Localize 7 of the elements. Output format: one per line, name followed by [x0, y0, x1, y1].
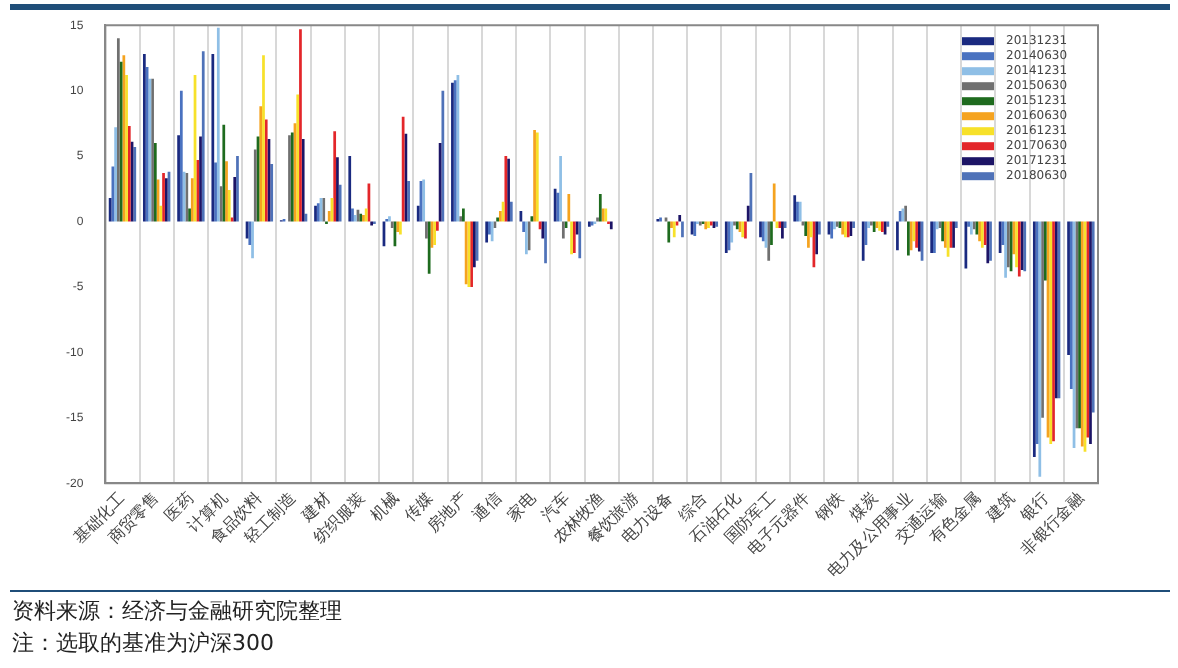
text: 注：选取的基准为沪深300 — [12, 628, 276, 660]
text: 资料来源：经济与金融研究院整理 — [12, 596, 342, 628]
x-tick-label: 机械 — [366, 489, 403, 525]
x-tick-label: 通信 — [469, 489, 505, 525]
x-tick-label: 建筑 — [981, 489, 1019, 526]
x-tick-label: 家电 — [503, 489, 540, 525]
x-tick-label: 钢铁 — [810, 489, 848, 526]
